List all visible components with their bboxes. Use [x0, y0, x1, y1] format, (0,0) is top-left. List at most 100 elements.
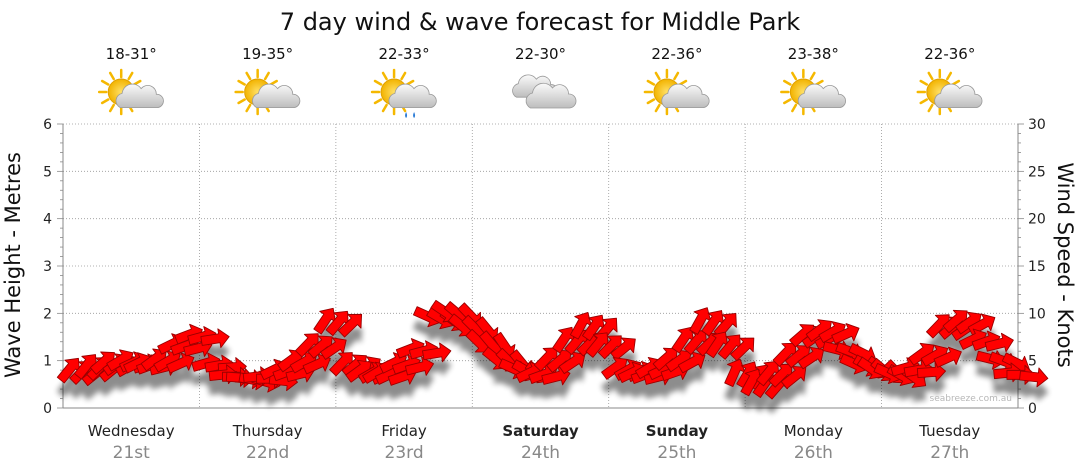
wind-arrow [307, 335, 333, 359]
wind-arrow-shape [717, 334, 741, 360]
wind-arrow [302, 353, 331, 375]
wind-arrow-shape [302, 353, 331, 375]
wind-arrow [705, 331, 729, 359]
wind-arrow [683, 329, 707, 356]
y2-axis-ticks: 0 5 10 15 20 25 30 [1018, 117, 1046, 417]
y-axis-ticks: 0 1 2 3 4 5 6 [43, 117, 63, 417]
chart-title: 7 day wind & wave forecast for Middle Pa… [280, 8, 801, 36]
rain-drop [405, 112, 408, 118]
wind-arrow-shape [295, 333, 319, 358]
day-date: 27th [930, 443, 969, 463]
y-tick-label: 6 [43, 117, 52, 133]
wind-arrow-shape [768, 363, 793, 388]
day-date: 23rd [385, 443, 424, 463]
sun-ray [783, 79, 792, 86]
wind-arrow-shape [56, 357, 80, 384]
day-date: 24th [521, 443, 560, 463]
sun-ray [108, 103, 115, 113]
wind-arrow-shape [166, 352, 195, 374]
sun-ray [927, 103, 934, 113]
wind-arrow [671, 326, 695, 354]
wind-arrow-shape [730, 337, 755, 362]
day-name: Tuesday [918, 422, 980, 440]
y-tick-label: 5 [43, 164, 52, 180]
wind-arrow [200, 328, 230, 349]
day-date: 21st [113, 443, 150, 463]
wind-arrow-shape [337, 313, 363, 338]
sun-ray [108, 71, 115, 81]
sun-ray [400, 71, 407, 81]
wind-arrow [582, 314, 605, 342]
sun-ray [373, 98, 383, 105]
wind-arrow-shape [73, 354, 98, 380]
sun-ray [919, 98, 929, 105]
sun-cloud-rain-icon [370, 68, 437, 118]
wind-arrow [329, 352, 353, 377]
y-tick-label: 0 [43, 401, 52, 417]
wind-arrow [1019, 367, 1049, 388]
y2-tick-label: 15 [1028, 259, 1046, 275]
wind-arrow-shape [533, 347, 558, 372]
sun-ray [654, 103, 661, 113]
cloud-shape [661, 83, 710, 108]
sun-ray [791, 71, 798, 81]
wind-arrow-shape [984, 332, 1014, 353]
sun-ray [100, 79, 110, 86]
y2-tick-label: 0 [1028, 401, 1037, 417]
day-name: Sunday [646, 422, 709, 440]
wind-arrow-shape [200, 328, 230, 349]
day-name: Wednesday [88, 422, 175, 440]
wind-arrow-shape [797, 346, 825, 370]
sun-cloud-icon [916, 68, 983, 116]
sun-ray [919, 79, 929, 86]
wind-arrow-shape [422, 342, 452, 363]
wind-arrow-shape [325, 310, 349, 337]
wind-arrow [558, 351, 586, 375]
wind-arrow-shape [671, 326, 695, 354]
wind-arrow-shape [942, 309, 968, 334]
wind-arrow-shape [756, 360, 780, 387]
wind-arrow-shape [701, 310, 725, 337]
sun-ray [646, 98, 656, 105]
sun-ray [381, 103, 388, 113]
day-temperature: 22-33° [379, 45, 430, 63]
day-name: Saturday [502, 422, 579, 440]
wind-arrow-shape [831, 323, 860, 345]
wind-arrow [652, 347, 678, 372]
sun-ray [381, 71, 388, 81]
wind-arrow [768, 363, 793, 388]
sun-ray [373, 79, 383, 86]
cloud-shape [388, 83, 437, 108]
day-temperature: 22-36° [651, 45, 702, 63]
sun-ray [791, 103, 798, 113]
wind-arrow [56, 357, 80, 384]
day-name: Friday [381, 422, 427, 440]
day-temperature: 23-38° [788, 45, 839, 63]
wind-arrow-shape [329, 352, 353, 377]
wind-arrow [73, 354, 98, 380]
wind-arrow [422, 342, 452, 363]
day-date: 25th [657, 443, 696, 463]
wind-arrow-shape [320, 337, 347, 360]
wind-arrow [404, 356, 435, 376]
cloud-shape [115, 83, 164, 108]
cloud-icon [512, 74, 577, 109]
wind-arrow-shape [1019, 367, 1049, 388]
y-tick-label: 3 [43, 259, 52, 275]
wind-arrow-shape [597, 335, 622, 360]
wind-arrow-shape [677, 351, 706, 374]
sun-ray [646, 79, 656, 86]
sun-ray [927, 71, 934, 81]
sun-cloud-icon [780, 68, 846, 116]
wind-arrow-shape [772, 342, 797, 367]
wind-arrow [933, 346, 962, 368]
weather-icon-row [97, 68, 983, 118]
wind-arrow [730, 337, 755, 362]
wind-arrow [784, 344, 811, 369]
wind-arrow-shape [582, 314, 605, 342]
day-labels: Wednesday 21st Thursday 22nd Friday 23rd Satur… [88, 422, 981, 463]
wind-arrow [677, 351, 706, 374]
wind-arrow [831, 323, 860, 345]
sun-ray [783, 98, 792, 105]
